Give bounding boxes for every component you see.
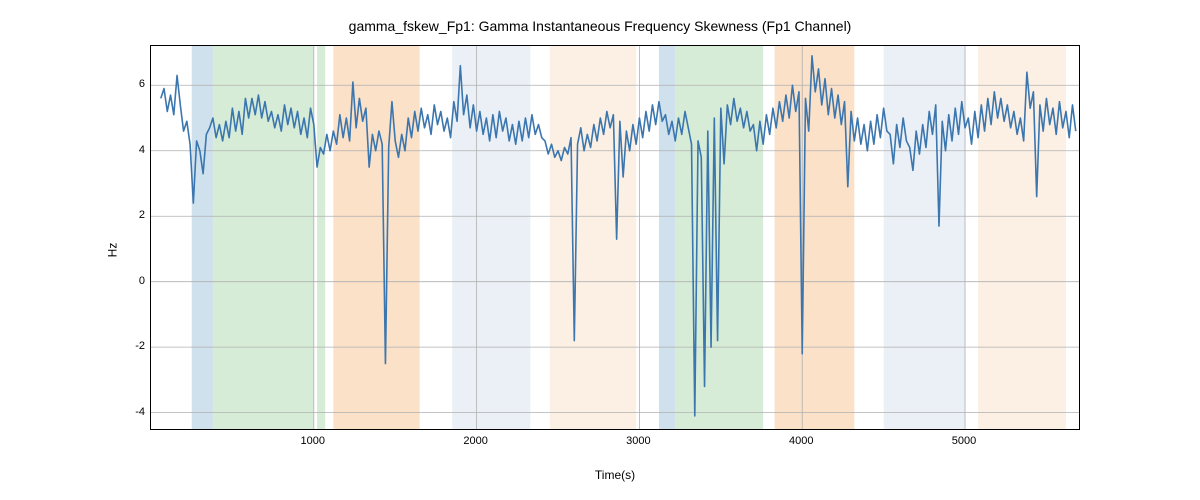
y-tick: 6 bbox=[105, 78, 145, 90]
x-tick: 4000 bbox=[789, 435, 813, 447]
plot-svg bbox=[151, 46, 1079, 429]
y-tick: -4 bbox=[105, 406, 145, 418]
chart-container: gamma_fskew_Fp1: Gamma Instantaneous Fre… bbox=[0, 0, 1200, 500]
y-axis-label: Hz bbox=[105, 243, 119, 258]
chart-title: gamma_fskew_Fp1: Gamma Instantaneous Fre… bbox=[0, 18, 1200, 34]
x-tick: 5000 bbox=[952, 435, 976, 447]
y-tick: 0 bbox=[105, 275, 145, 287]
y-tick: -2 bbox=[105, 340, 145, 352]
x-tick: 1000 bbox=[301, 435, 325, 447]
x-tick: 2000 bbox=[463, 435, 487, 447]
y-tick: 2 bbox=[105, 209, 145, 221]
x-axis-label: Time(s) bbox=[150, 468, 1080, 482]
plot-area bbox=[150, 45, 1080, 430]
y-tick: 4 bbox=[105, 144, 145, 156]
x-tick: 3000 bbox=[626, 435, 650, 447]
background-bands bbox=[192, 46, 1066, 429]
